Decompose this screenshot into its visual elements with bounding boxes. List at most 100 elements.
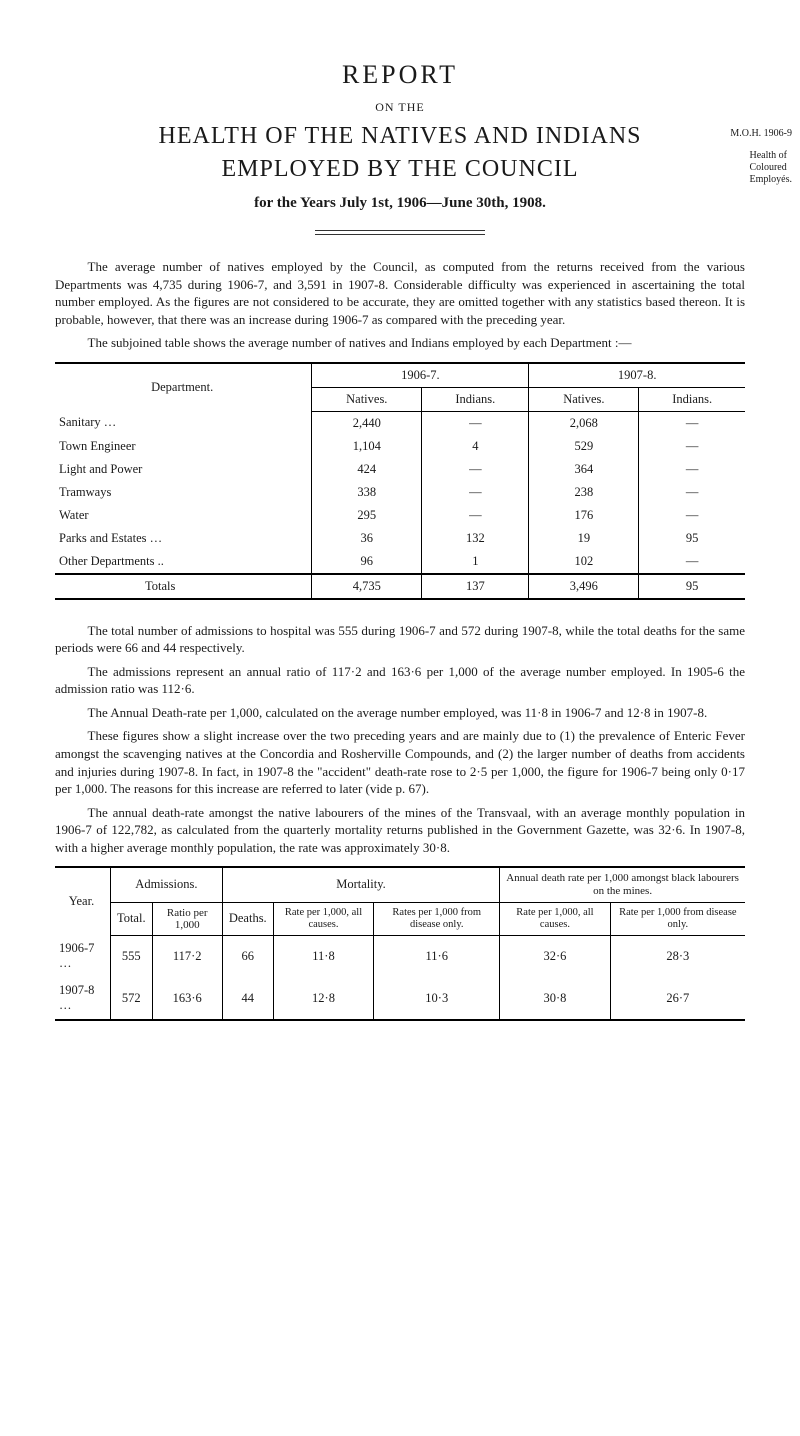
table-cell: 102 bbox=[529, 550, 639, 574]
table-cell: — bbox=[639, 458, 745, 481]
table-cell: Parks and Estates … bbox=[55, 527, 312, 550]
margin-note-top: M.O.H. 1906-9 bbox=[730, 128, 792, 140]
table-cell: 66 bbox=[222, 935, 273, 977]
table-cell: 32·6 bbox=[500, 935, 611, 977]
table-cell: 44 bbox=[222, 977, 273, 1020]
table-cell: — bbox=[639, 411, 745, 435]
t1-totals-i2: 95 bbox=[639, 574, 745, 599]
table-cell: — bbox=[422, 458, 529, 481]
t1-natives1: Natives. bbox=[312, 387, 422, 411]
table-cell: 364 bbox=[529, 458, 639, 481]
report-heading: REPORT bbox=[55, 60, 745, 90]
table-cell: 338 bbox=[312, 481, 422, 504]
table-cell: 2,068 bbox=[529, 411, 639, 435]
t1-totals-n2: 3,496 bbox=[529, 574, 639, 599]
table-cell: 529 bbox=[529, 435, 639, 458]
table-cell: — bbox=[639, 435, 745, 458]
table-cell: Other Departments .. bbox=[55, 550, 312, 574]
t1-indians2: Indians. bbox=[639, 387, 745, 411]
table-cell: 96 bbox=[312, 550, 422, 574]
margin-line1: Health of bbox=[750, 150, 788, 161]
main-title-line2: EMPLOYED BY THE COUNCIL bbox=[55, 156, 745, 183]
table-cell: 11·6 bbox=[374, 935, 500, 977]
table-row: Other Departments ..961102— bbox=[55, 550, 745, 574]
main-title-line1: HEALTH OF THE NATIVES AND INDIANS bbox=[55, 123, 745, 150]
table-cell: Sanitary … bbox=[55, 411, 312, 435]
table-cell: 555 bbox=[110, 935, 152, 977]
table-cell: 1,104 bbox=[312, 435, 422, 458]
table-cell: — bbox=[639, 504, 745, 527]
table-cell: 19 bbox=[529, 527, 639, 550]
table-cell: 1907-8 … bbox=[55, 977, 110, 1020]
t2-rall2-head: Rate per 1,000, all causes. bbox=[500, 902, 611, 935]
table-cell: — bbox=[639, 550, 745, 574]
table-cell: 4 bbox=[422, 435, 529, 458]
margin-note-mid: Health of Coloured Employés. bbox=[750, 150, 793, 186]
table-cell: 11·8 bbox=[273, 935, 374, 977]
page: M.O.H. 1906-9 Health of Coloured Employé… bbox=[0, 0, 800, 1083]
t2-rdis-head: Rates per 1,000 from disease only. bbox=[374, 902, 500, 935]
on-the: ON THE bbox=[55, 100, 745, 115]
mortality-table: Year. Admissions. Mortality. Annual deat… bbox=[55, 866, 745, 1029]
t2-adm-head: Admissions. bbox=[110, 867, 222, 902]
table-cell: Tramways bbox=[55, 481, 312, 504]
sub-heading: for the Years July 1st, 1906—June 30th, … bbox=[55, 195, 745, 212]
divider bbox=[55, 222, 745, 240]
table-row: Sanitary …2,440—2,068— bbox=[55, 411, 745, 435]
table-cell: Light and Power bbox=[55, 458, 312, 481]
table-row: 1907-8 …572163·64412·810·330·826·7 bbox=[55, 977, 745, 1020]
t2-ratio-head: Ratio per 1,000 bbox=[152, 902, 222, 935]
paragraph-7: The annual death-rate amongst the native… bbox=[55, 804, 745, 857]
table-row: Water295—176— bbox=[55, 504, 745, 527]
table-cell: 10·3 bbox=[374, 977, 500, 1020]
table-row: Parks and Estates …361321995 bbox=[55, 527, 745, 550]
table-cell: 424 bbox=[312, 458, 422, 481]
paragraph-3: The total number of admissions to hospit… bbox=[55, 622, 745, 657]
t1-year1: 1906-7. bbox=[312, 363, 529, 388]
table-cell: 176 bbox=[529, 504, 639, 527]
paragraph-1: The average number of natives employed b… bbox=[55, 258, 745, 328]
table-cell: 163·6 bbox=[152, 977, 222, 1020]
t1-totals-n1: 4,735 bbox=[312, 574, 422, 599]
margin-line3: Employés. bbox=[750, 174, 793, 185]
table-cell: — bbox=[639, 481, 745, 504]
t2-rdis2-head: Rate per 1,000 from disease only. bbox=[610, 902, 745, 935]
table-cell: 36 bbox=[312, 527, 422, 550]
paragraph-2: The subjoined table shows the average nu… bbox=[55, 334, 745, 352]
table-cell: — bbox=[422, 411, 529, 435]
paragraph-6: These figures show a slight increase ove… bbox=[55, 727, 745, 797]
table-cell: 1906-7 … bbox=[55, 935, 110, 977]
margin-line2: Coloured bbox=[750, 162, 787, 173]
t1-totals-i1: 137 bbox=[422, 574, 529, 599]
table-cell: 295 bbox=[312, 504, 422, 527]
t2-rall-head: Rate per 1,000, all causes. bbox=[273, 902, 374, 935]
t1-natives2: Natives. bbox=[529, 387, 639, 411]
t2-total-head: Total. bbox=[110, 902, 152, 935]
table-row: 1906-7 …555117·26611·811·632·628·3 bbox=[55, 935, 745, 977]
table-row: Tramways338—238— bbox=[55, 481, 745, 504]
table-cell: 26·7 bbox=[610, 977, 745, 1020]
table-cell: 132 bbox=[422, 527, 529, 550]
t2-mort-head: Mortality. bbox=[222, 867, 499, 902]
table-cell: 2,440 bbox=[312, 411, 422, 435]
table-cell: Water bbox=[55, 504, 312, 527]
table-cell: 572 bbox=[110, 977, 152, 1020]
t2-year-head: Year. bbox=[55, 867, 110, 935]
table-cell: 12·8 bbox=[273, 977, 374, 1020]
table-cell: 238 bbox=[529, 481, 639, 504]
paragraph-5: The Annual Death-rate per 1,000, calcula… bbox=[55, 704, 745, 722]
t2-deaths-head: Deaths. bbox=[222, 902, 273, 935]
table-cell: 1 bbox=[422, 550, 529, 574]
table-cell: 28·3 bbox=[610, 935, 745, 977]
department-table: Department. 1906-7. 1907-8. Natives. Ind… bbox=[55, 362, 745, 608]
table-cell: 30·8 bbox=[500, 977, 611, 1020]
t1-dept-head: Department. bbox=[55, 363, 312, 412]
paragraph-4: The admissions represent an annual ratio… bbox=[55, 663, 745, 698]
table-row: Light and Power424—364— bbox=[55, 458, 745, 481]
t1-indians1: Indians. bbox=[422, 387, 529, 411]
table-cell: — bbox=[422, 481, 529, 504]
table-cell: 95 bbox=[639, 527, 745, 550]
table-cell: 117·2 bbox=[152, 935, 222, 977]
t1-totals-label: Totals bbox=[55, 574, 312, 599]
table-cell: — bbox=[422, 504, 529, 527]
